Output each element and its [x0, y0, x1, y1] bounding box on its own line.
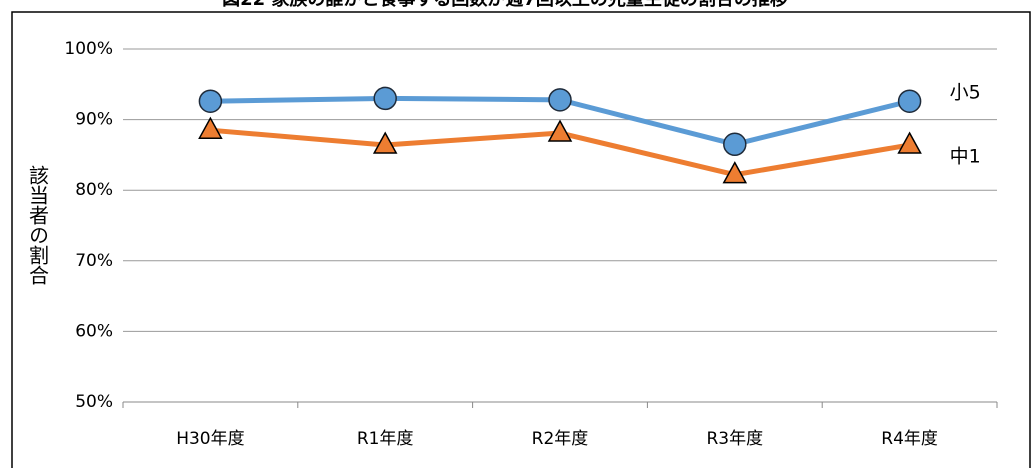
marker	[373, 86, 397, 111]
title-background	[60, 0, 960, 10]
marker	[897, 89, 922, 113]
y-tick-label: 100%	[64, 39, 113, 59]
x-tick-label: R1年度	[357, 429, 414, 449]
series-label: 小5	[950, 82, 981, 104]
x-tick-label: R2年度	[532, 429, 589, 449]
y-tick-label: 80%	[75, 180, 113, 200]
y-tick-label: 50%	[75, 392, 113, 412]
marker	[723, 132, 747, 157]
x-tick-label: R4年度	[881, 429, 938, 449]
y-tick-label: 90%	[75, 110, 113, 130]
x-tick-label: R3年度	[706, 429, 763, 449]
series-label: 中1	[950, 146, 981, 168]
chart-frame	[11, 11, 1031, 468]
y-tick-label: 60%	[75, 321, 113, 341]
y-tick-label: 70%	[75, 251, 113, 271]
marker	[722, 161, 748, 184]
x-tick-label: H30年度	[176, 429, 244, 449]
marker	[372, 131, 398, 154]
marker	[547, 119, 573, 142]
marker	[897, 131, 922, 154]
marker	[198, 89, 223, 113]
marker	[548, 88, 572, 112]
marker	[198, 116, 223, 139]
y-axis-label: 該当者の割合	[26, 165, 50, 285]
chart-title: 図22 家族の誰かと食事する回数が週7回以上の児童生徒の割合の推移	[222, 0, 788, 10]
